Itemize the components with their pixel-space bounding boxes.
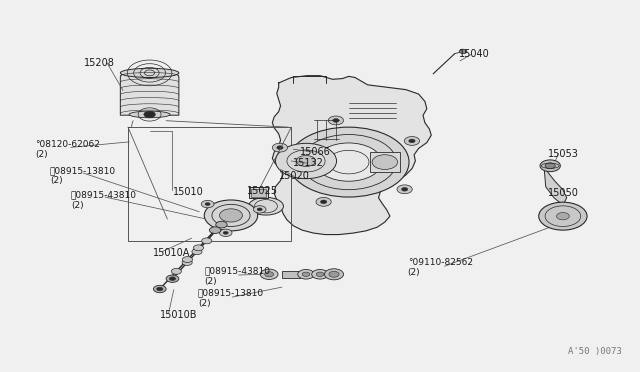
Circle shape	[296, 155, 316, 167]
Circle shape	[316, 272, 324, 276]
Circle shape	[540, 160, 561, 171]
Circle shape	[202, 238, 212, 244]
Polygon shape	[120, 73, 179, 115]
Circle shape	[192, 249, 202, 254]
Circle shape	[265, 272, 273, 277]
Text: 15020: 15020	[278, 171, 310, 181]
Text: Ⓥ08915-43810
(2): Ⓥ08915-43810 (2)	[204, 266, 270, 286]
Circle shape	[557, 212, 569, 220]
Text: 15053: 15053	[548, 149, 579, 158]
Circle shape	[204, 200, 258, 231]
Circle shape	[316, 198, 332, 206]
Bar	[369, 152, 400, 172]
Circle shape	[166, 275, 179, 282]
Circle shape	[144, 111, 156, 118]
Polygon shape	[272, 76, 431, 235]
Circle shape	[209, 227, 221, 234]
Circle shape	[220, 209, 243, 222]
Bar	[251, 189, 266, 197]
Circle shape	[397, 185, 412, 194]
Circle shape	[312, 269, 328, 279]
Bar	[249, 187, 268, 198]
Circle shape	[253, 206, 266, 213]
Circle shape	[539, 202, 587, 230]
Text: A'50 )0073: A'50 )0073	[568, 347, 622, 356]
Text: 15025: 15025	[247, 186, 278, 196]
Ellipse shape	[120, 68, 179, 77]
Bar	[282, 270, 300, 278]
Circle shape	[182, 257, 193, 263]
Text: 15066: 15066	[300, 147, 330, 157]
Circle shape	[170, 277, 175, 280]
Circle shape	[154, 285, 166, 293]
Text: Ⓥ08915-43810
(2): Ⓥ08915-43810 (2)	[71, 190, 137, 210]
Text: Ⓥ08915-13810
(2): Ⓥ08915-13810 (2)	[50, 166, 116, 185]
Circle shape	[182, 260, 192, 265]
Text: 15010: 15010	[173, 186, 204, 196]
Text: 15040: 15040	[459, 49, 490, 59]
Circle shape	[409, 139, 415, 143]
Circle shape	[316, 143, 381, 181]
Circle shape	[288, 127, 409, 197]
Polygon shape	[544, 164, 566, 205]
Ellipse shape	[129, 111, 170, 118]
Circle shape	[328, 116, 344, 125]
Circle shape	[201, 201, 214, 208]
Circle shape	[545, 163, 556, 169]
Circle shape	[220, 229, 232, 237]
Text: °08120-62062
(2): °08120-62062 (2)	[35, 140, 100, 159]
Text: 15132: 15132	[293, 158, 324, 168]
Circle shape	[329, 271, 339, 277]
Text: 15010A: 15010A	[154, 248, 191, 258]
Circle shape	[223, 231, 228, 234]
Circle shape	[205, 203, 210, 206]
Circle shape	[324, 269, 344, 280]
Circle shape	[275, 143, 337, 179]
Text: 15050: 15050	[548, 187, 579, 198]
Text: °09110-82562
(2): °09110-82562 (2)	[408, 258, 473, 278]
Circle shape	[172, 268, 182, 274]
Circle shape	[216, 221, 227, 228]
Circle shape	[260, 269, 278, 279]
Circle shape	[372, 155, 397, 170]
Circle shape	[460, 49, 467, 54]
Text: 15010B: 15010B	[160, 311, 197, 320]
Text: Ⓥ08915-13810
(2): Ⓥ08915-13810 (2)	[198, 289, 264, 308]
Circle shape	[404, 137, 420, 145]
Circle shape	[257, 208, 262, 211]
Circle shape	[333, 119, 339, 122]
Circle shape	[321, 200, 327, 204]
Text: 15208: 15208	[83, 58, 115, 68]
Circle shape	[272, 143, 287, 152]
Circle shape	[157, 287, 163, 291]
Circle shape	[193, 245, 204, 251]
Circle shape	[276, 146, 283, 150]
Ellipse shape	[248, 198, 284, 215]
Circle shape	[302, 272, 310, 276]
Circle shape	[401, 187, 408, 191]
Circle shape	[298, 269, 314, 279]
Bar	[128, 127, 291, 241]
